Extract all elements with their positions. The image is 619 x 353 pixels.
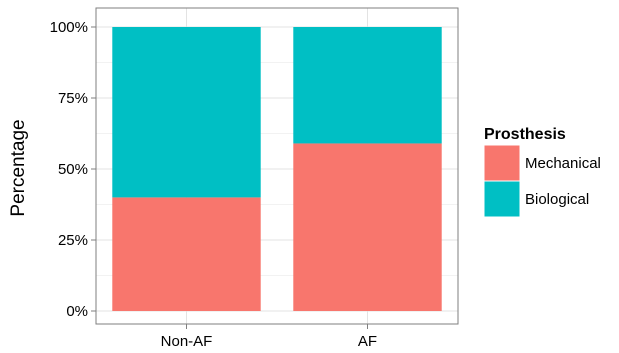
legend-key-mechanical	[483, 144, 521, 182]
bars	[112, 27, 442, 311]
legend-label-mechanical: Mechanical	[525, 155, 601, 172]
y-axis-title: Percentage	[8, 119, 29, 216]
bar-mechanical-non-af	[112, 197, 261, 311]
legend-key-biological	[483, 180, 521, 218]
y-tick-label: 50%	[58, 161, 88, 178]
bar-biological-af	[293, 27, 442, 144]
x-tick-label: AF	[358, 333, 377, 350]
x-tick-label: Non-AF	[161, 333, 213, 350]
legend-title: Prosthesis	[484, 126, 566, 143]
y-tick-label: 0%	[66, 303, 88, 320]
panel-border	[95, 7, 459, 325]
y-tick-label: 100%	[50, 19, 88, 36]
y-axis: 0% 25% 50% 75% 100%	[50, 19, 96, 320]
legend-label-biological: Biological	[525, 191, 589, 208]
bar-biological-non-af	[112, 27, 261, 198]
y-tick-label: 75%	[58, 90, 88, 107]
bar-mechanical-af	[293, 143, 442, 311]
x-axis: Non-AF AF	[161, 324, 377, 350]
y-tick-label: 25%	[58, 232, 88, 249]
legend: Mechanical Biological	[483, 144, 601, 218]
